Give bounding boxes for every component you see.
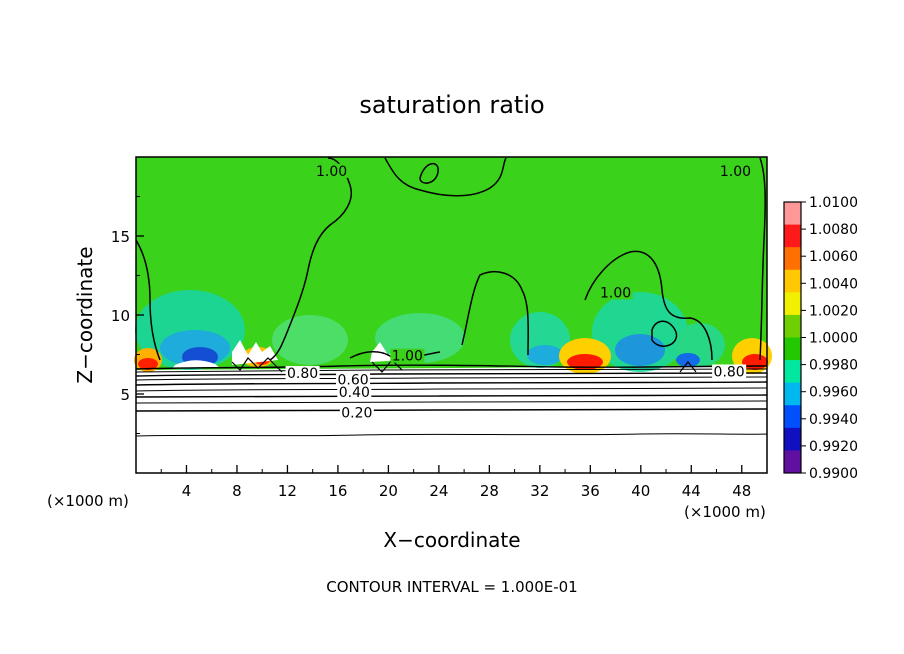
colorbar-swatch	[784, 382, 801, 406]
contour-label-bg	[285, 366, 320, 381]
x-tick-label: 24	[429, 482, 448, 500]
y-tick-label: 10	[111, 307, 130, 325]
contour-label-bg	[337, 385, 372, 399]
contour-label-bg	[314, 163, 349, 178]
x-axis-label: X−coordinate	[383, 528, 520, 552]
x-tick-label: 44	[682, 482, 701, 500]
x-tick-label: 4	[182, 482, 192, 500]
colorbar-swatch	[784, 314, 801, 338]
colorbar-label: 1.0060	[809, 249, 858, 265]
x-tick-label: 20	[379, 482, 398, 500]
colorbar-label: 1.0080	[809, 222, 858, 238]
colorbar-label: 0.9940	[809, 412, 858, 428]
x-tick-label: 40	[631, 482, 650, 500]
contour-label: 1.00	[392, 349, 423, 365]
chart-title: saturation ratio	[359, 91, 544, 119]
y-tick-label: 15	[111, 228, 130, 246]
colorbar-swatch	[784, 360, 801, 384]
x-tick-label: 36	[581, 482, 600, 500]
contour-label: 1.00	[600, 285, 631, 301]
colorbar-swatch	[784, 427, 801, 451]
contour-label: 0.80	[287, 366, 318, 382]
colorbar-label: 1.0020	[809, 303, 858, 319]
x-tick-label: 32	[530, 482, 549, 500]
colorbar-swatch	[784, 247, 801, 271]
colorbar-label: 1.0040	[809, 276, 858, 292]
x-tick-label: 16	[328, 482, 347, 500]
contour-label: 0.20	[341, 406, 372, 422]
x-unit-left: (×1000 m)	[47, 492, 129, 510]
colorbar-swatch	[784, 224, 801, 248]
colorbar-swatch	[784, 269, 801, 293]
contour-label-bg	[598, 285, 633, 300]
colorbar-swatch	[784, 450, 801, 474]
contour-lines-lower	[135, 357, 768, 437]
colorbar-swatch	[784, 405, 801, 429]
contour-label-bg	[712, 364, 747, 379]
colorbar-label: 1.0100	[809, 195, 858, 211]
x-tick-label: 28	[480, 482, 499, 500]
y-axis: 5 10 15	[111, 196, 144, 434]
x-unit-right: (×1000 m)	[684, 503, 766, 521]
contour-label: 0.80	[714, 364, 745, 380]
x-tick-label: 12	[278, 482, 297, 500]
contour-lines-upper	[135, 157, 766, 361]
contour-label-bg	[718, 163, 753, 178]
colorbar-swatch	[784, 337, 801, 361]
contour-interval-note: CONTOUR INTERVAL = 1.000E-01	[326, 578, 577, 596]
x-tick-label: 8	[232, 482, 242, 500]
colorbar-label: 0.9980	[809, 358, 858, 374]
x-axis: 4 8 12 16 20 24 28 32 36 40 44 48	[160, 465, 751, 500]
colorbar-swatch	[784, 202, 801, 226]
contour-label: 0.40	[339, 385, 370, 401]
colorbar-swatch	[784, 292, 801, 316]
colorbar: 1.0100 1.0080 1.0060 1.0040 1.0020 1.0000 0.99…	[783, 195, 858, 482]
y-tick-label: 5	[120, 386, 130, 404]
contour-label-bg	[390, 348, 425, 363]
colorbar-label: 1.0000	[809, 331, 858, 347]
plot-area: 1.00 1.00 1.00 1.00 0.80 0.80 0.600.40 0.20	[134, 156, 772, 474]
contour-label: 0.60	[337, 372, 368, 388]
contour-label: 1.00	[316, 164, 347, 180]
colorbar-label: 0.9920	[809, 439, 858, 455]
colorbar-label: 0.9960	[809, 385, 858, 401]
contour-label-bg	[339, 405, 374, 420]
contour-label: 1.00	[720, 164, 751, 180]
contour-labels: 1.00 1.00 1.00 1.00 0.80 0.80 0.600.40 0.20	[285, 163, 753, 422]
contour-label-bg	[336, 372, 371, 387]
x-tick-label: 48	[732, 482, 751, 500]
colorbar-label: 0.9900	[809, 466, 858, 482]
y-axis-label: Z−coordinate	[73, 246, 97, 383]
